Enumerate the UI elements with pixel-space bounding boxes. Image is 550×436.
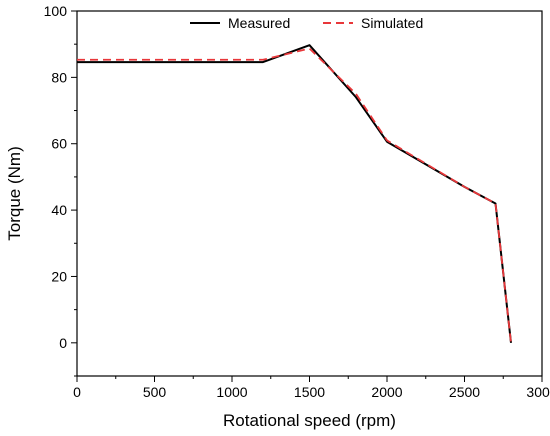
y-tick-label: 40 bbox=[51, 202, 67, 218]
y-tick-label: 60 bbox=[51, 136, 67, 152]
x-tick-label: 2000 bbox=[371, 384, 402, 400]
y-tick-label: 80 bbox=[51, 69, 67, 85]
series-lines bbox=[77, 44, 512, 343]
x-tick-label: 2500 bbox=[449, 384, 480, 400]
x-tick-label: 0 bbox=[73, 384, 81, 400]
y-axis-title: Torque (Nm) bbox=[5, 146, 24, 240]
series-line-measured bbox=[77, 44, 512, 343]
legend: Measured Simulated bbox=[190, 15, 423, 31]
series-line-simulated bbox=[77, 47, 512, 343]
legend-label-simulated: Simulated bbox=[361, 15, 423, 31]
y-tick-label: 0 bbox=[59, 335, 67, 351]
y-tick-label: 20 bbox=[51, 268, 67, 284]
x-tick-label: 1500 bbox=[294, 384, 325, 400]
plot-frame-group bbox=[76, 10, 543, 377]
plot-frame bbox=[76, 10, 543, 377]
x-tick-label: 1000 bbox=[216, 384, 247, 400]
y-tick-label: 100 bbox=[44, 3, 68, 19]
x-axis-title: Rotational speed (rpm) bbox=[223, 411, 396, 430]
legend-label-measured: Measured bbox=[228, 15, 290, 31]
x-tick-label: 500 bbox=[143, 384, 167, 400]
